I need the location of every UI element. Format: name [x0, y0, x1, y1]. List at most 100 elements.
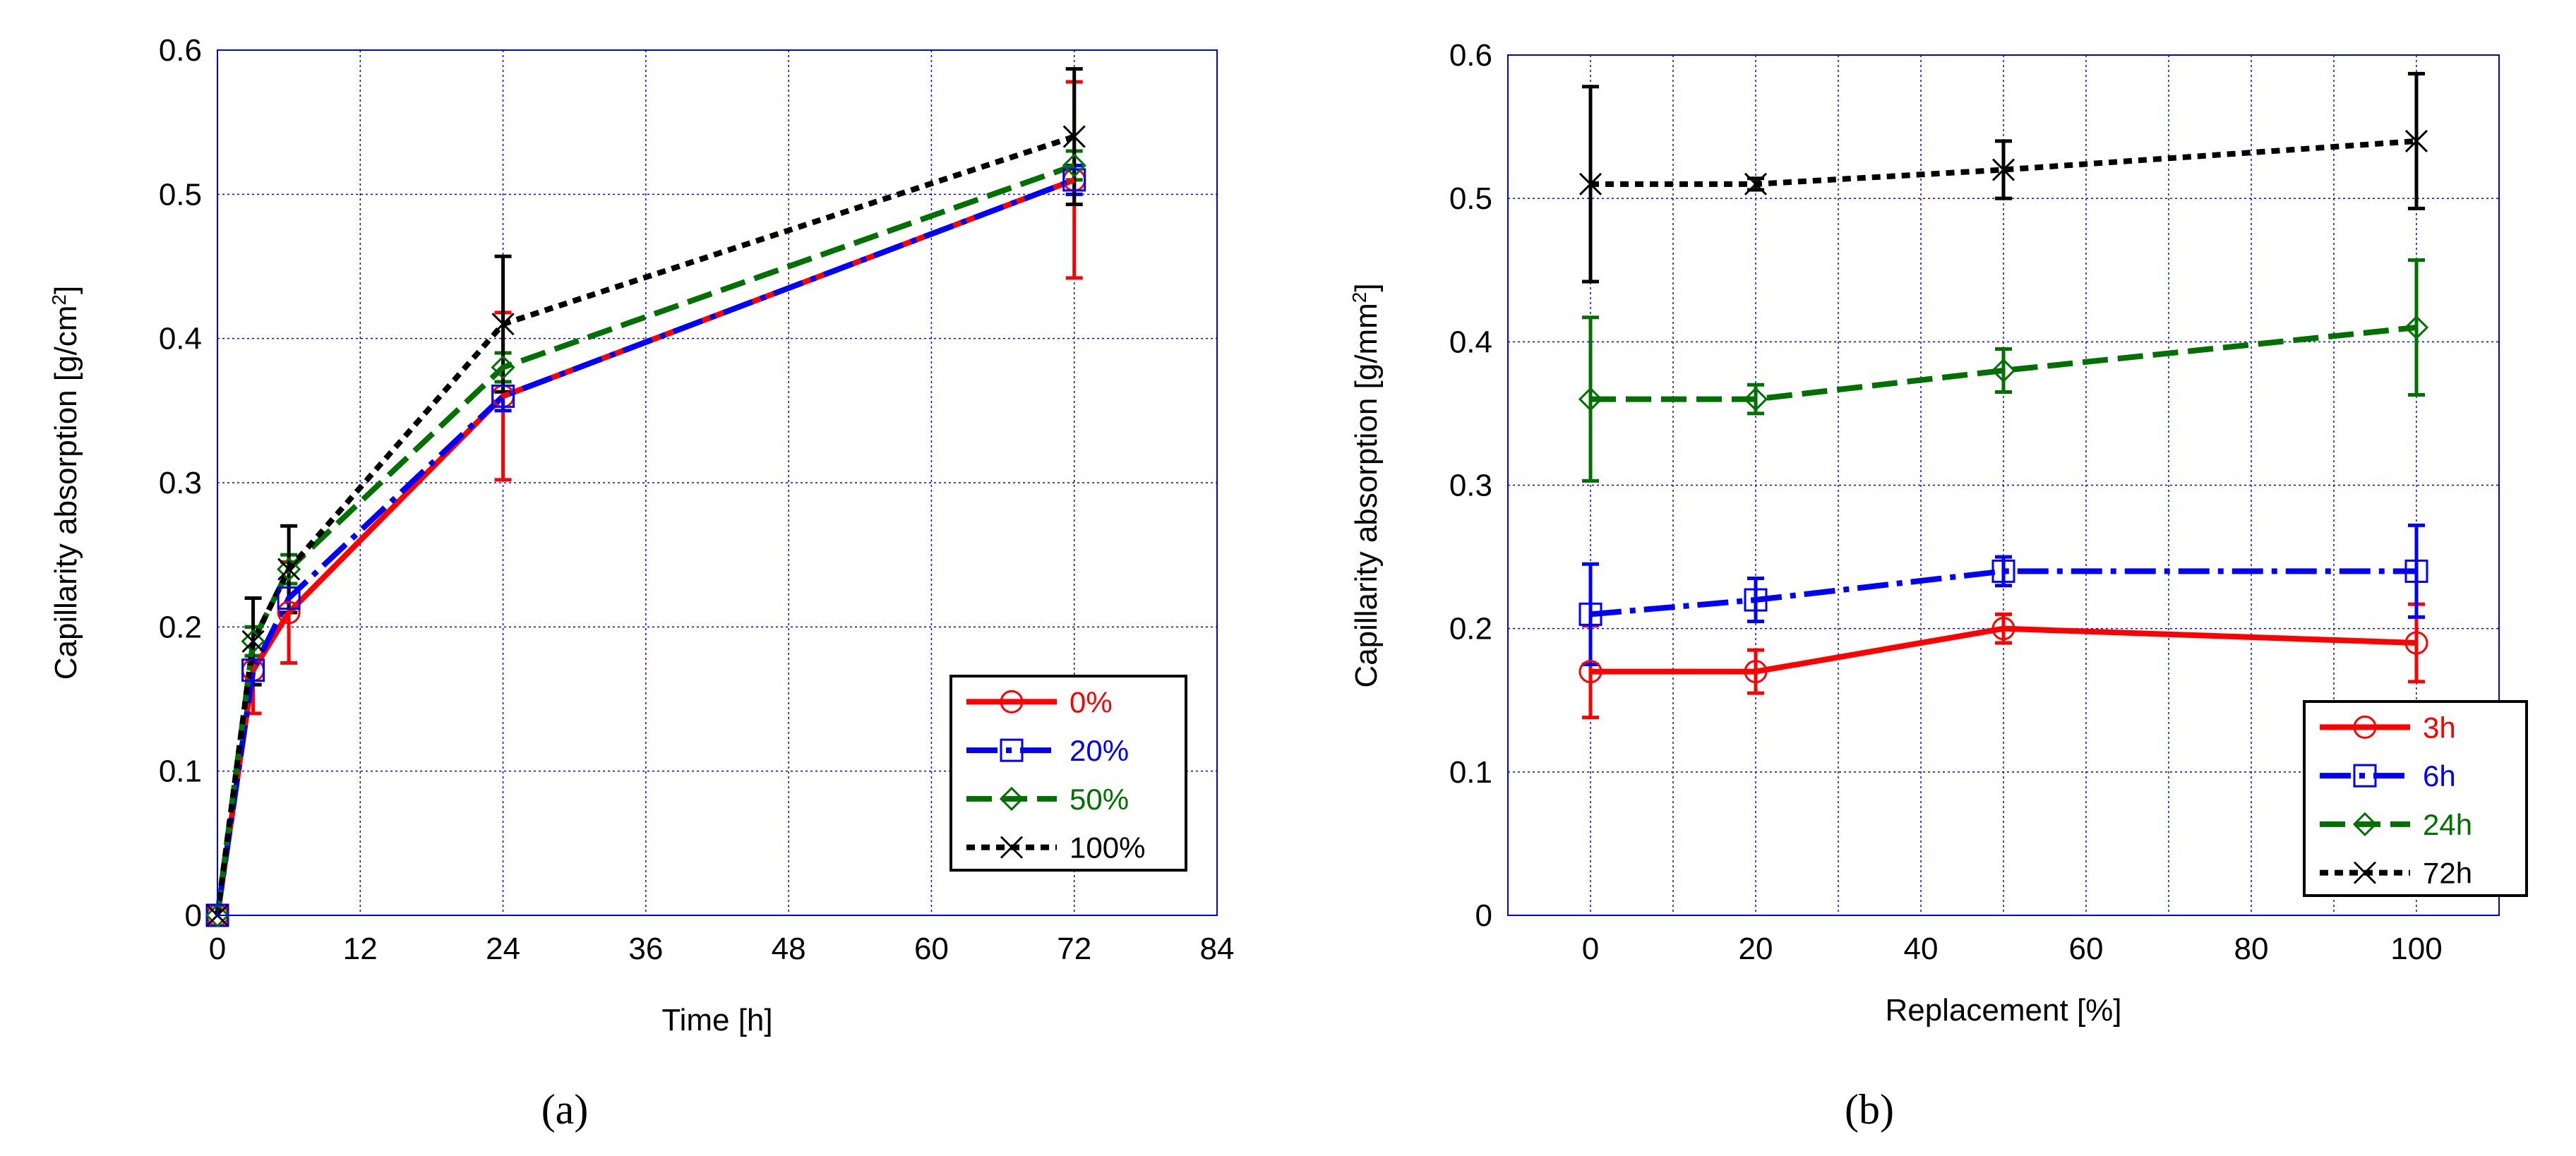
y-axis-label-a-end: ]: [49, 286, 83, 294]
y-tick-label: 0.5: [1449, 181, 1492, 216]
data-point: [1991, 158, 2015, 181]
y-axis-label-a: Capillarity absorption [g/cm2]: [48, 286, 84, 680]
markers-b: [1578, 129, 2429, 684]
y-tick-labels-a: 0 0.1 0.2 0.3 0.4 0.5 0.6: [159, 33, 202, 933]
markers-a: [205, 125, 1086, 928]
legend-marker: [1000, 690, 1024, 714]
series-line: [1590, 568, 2416, 618]
legend-b: 3h 6h 24h 72h: [2303, 700, 2528, 897]
x-tick-labels-b: 0 20 40 60 80 100: [1582, 932, 2443, 966]
y-tick-label: 0: [1475, 898, 1492, 933]
y-tick-label: 0: [185, 898, 202, 933]
plot-frame-a: [217, 49, 1218, 916]
legend-label: 72h: [2423, 857, 2472, 890]
legend-marker: [1000, 836, 1024, 859]
panel-label-b: (b): [1845, 1086, 1894, 1133]
y-axis-label-b-sup: 2: [1348, 292, 1370, 303]
y-axis-label-b-main: Capillarity absorption [g/mm: [1349, 303, 1384, 687]
legend-label: 6h: [2423, 759, 2456, 793]
legend-a: 0% 20% 50% 100%: [949, 675, 1187, 872]
x-tick-label: 84: [1200, 932, 1235, 966]
x-tick-label: 36: [628, 932, 663, 966]
data-point: [2404, 315, 2429, 340]
x-tick-label: 20: [1739, 932, 1773, 966]
x-tick-label: 24: [486, 932, 520, 966]
series-line: [1590, 138, 2417, 187]
data-point: [277, 558, 301, 581]
data-point: [277, 601, 301, 625]
legend-label: 20%: [1070, 734, 1129, 767]
chart-a: 0 12 24 36 48 60 72 84 0 0.1 0.2 0.3 0.4 0.5 0.6 Time…: [48, 33, 1235, 1133]
y-tick-label: 0.4: [1449, 325, 1492, 359]
data-point: [491, 313, 515, 336]
data-point: [1744, 588, 1768, 612]
legend-label: 0%: [1070, 685, 1113, 718]
data-point: [1991, 358, 2016, 383]
data-point: [1578, 387, 1603, 411]
lines-b: [1590, 138, 2417, 675]
data-point: [1744, 660, 1768, 684]
data-point: [241, 630, 265, 653]
x-tick-label: 100: [2390, 932, 2442, 966]
y-tick-label: 0.1: [159, 754, 202, 789]
data-point: [1062, 153, 1086, 178]
y-tick-label: 0.2: [1449, 612, 1492, 646]
data-point: [491, 384, 515, 408]
legend-marker: [1000, 738, 1024, 762]
data-point: [277, 557, 301, 582]
legend-marker: [2353, 715, 2377, 739]
legend-marker: [2353, 764, 2377, 788]
y-tick-labels-b: 0 0.1 0.2 0.3 0.4 0.5 0.6: [1449, 38, 1492, 933]
data-point: [1062, 125, 1086, 148]
legend-label: 24h: [2423, 808, 2472, 841]
data-point: [2404, 559, 2428, 583]
plot-frame-b: [1507, 54, 2500, 916]
y-axis-label-b: Capillarity absorption [g/mm2]: [1348, 283, 1384, 687]
y-tick-label: 0.6: [1449, 38, 1492, 73]
data-point: [1578, 602, 1602, 626]
y-tick-label: 0.6: [159, 33, 202, 68]
y-axis-label-a-main: Capillarity absorption [g/cm: [49, 306, 83, 680]
chart-b: 0 20 40 60 80 100 0 0.1 0.2 0.3 0.4 0.5 0.6 Replace…: [1348, 38, 2528, 1133]
x-tick-label: 40: [1904, 932, 1939, 966]
legend-label: 50%: [1070, 783, 1129, 816]
y-tick-label: 0.4: [159, 322, 202, 356]
y-tick-label: 0.3: [159, 466, 202, 500]
y-tick-label: 0.1: [1449, 755, 1492, 790]
x-tick-label: 12: [343, 932, 378, 966]
legend-label: 3h: [2423, 711, 2456, 744]
x-tick-label: 80: [2234, 932, 2269, 966]
y-axis-label-a-sup: 2: [48, 294, 70, 306]
data-point: [2404, 129, 2428, 152]
data-point: [1062, 168, 1086, 192]
series-line: [1590, 625, 2417, 675]
data-point: [277, 586, 301, 610]
legend-marker: [2352, 812, 2378, 836]
legend-marker: [999, 786, 1024, 811]
legend-label: 100%: [1070, 831, 1145, 865]
series-line: [1590, 325, 2417, 402]
x-tick-label: 0: [1582, 932, 1599, 966]
data-point: [241, 629, 265, 654]
data-point: [205, 903, 230, 928]
data-point: [2404, 631, 2428, 655]
data-point: [1578, 660, 1602, 684]
data-point: [1991, 559, 2015, 583]
data-point: [491, 355, 515, 380]
legend-box-a: [949, 675, 1187, 872]
data-point: [1991, 617, 2015, 641]
x-tick-label: 0: [209, 932, 226, 966]
x-tick-labels-a: 0 12 24 36 48 60 72 84: [209, 932, 1235, 966]
data-point: [1743, 387, 1768, 411]
y-tick-label: 0.3: [1449, 469, 1492, 503]
x-tick-label: 48: [772, 932, 806, 966]
x-axis-label-b: Replacement [%]: [1885, 993, 2121, 1028]
legend-box-b: [2303, 700, 2528, 897]
y-axis-label-b-end: ]: [1349, 283, 1384, 291]
panel-label-a: (a): [541, 1086, 589, 1133]
x-tick-label: 60: [914, 932, 949, 966]
y-tick-label: 0.5: [159, 177, 202, 212]
x-tick-label: 72: [1057, 932, 1091, 966]
x-axis-label-a: Time [h]: [661, 1003, 772, 1037]
